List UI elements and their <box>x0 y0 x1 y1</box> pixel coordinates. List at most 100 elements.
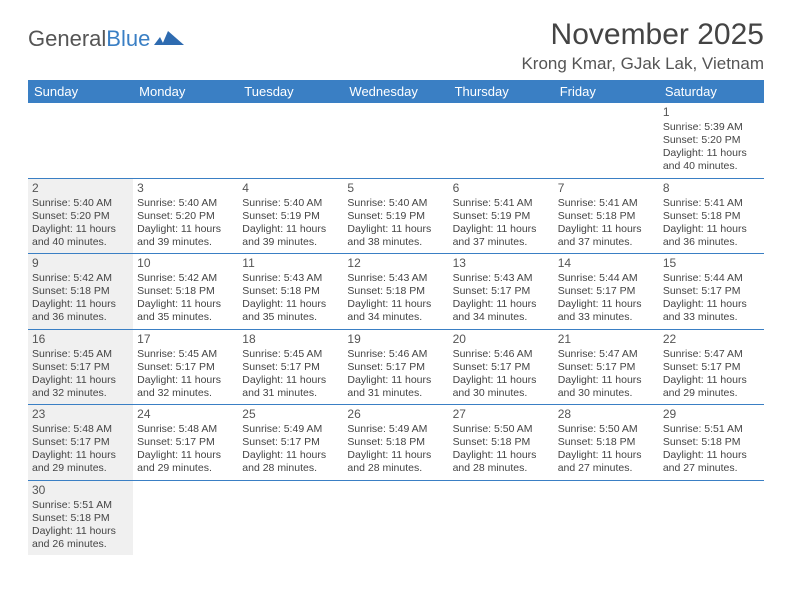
calendar-week: 23Sunrise: 5:48 AMSunset: 5:17 PMDayligh… <box>28 405 764 481</box>
sunrise-text: Sunrise: 5:49 AM <box>242 423 339 436</box>
day-header-cell: Thursday <box>449 80 554 103</box>
daylight-text: Daylight: 11 hours and 35 minutes. <box>242 298 339 324</box>
sunset-text: Sunset: 5:17 PM <box>242 436 339 449</box>
day-number: 19 <box>347 332 444 347</box>
day-header-row: Sunday Monday Tuesday Wednesday Thursday… <box>28 80 764 103</box>
brand-logo: GeneralBlue <box>28 18 184 52</box>
sunrise-text: Sunrise: 5:45 AM <box>32 348 129 361</box>
daylight-text: Daylight: 11 hours and 29 minutes. <box>137 449 234 475</box>
calendar-cell <box>238 481 343 556</box>
day-number: 27 <box>453 407 550 422</box>
calendar-cell: 10Sunrise: 5:42 AMSunset: 5:18 PMDayligh… <box>133 254 238 329</box>
day-number: 5 <box>347 181 444 196</box>
day-number: 20 <box>453 332 550 347</box>
sunrise-text: Sunrise: 5:42 AM <box>32 272 129 285</box>
daylight-text: Daylight: 11 hours and 36 minutes. <box>663 223 760 249</box>
daylight-text: Daylight: 11 hours and 28 minutes. <box>347 449 444 475</box>
day-number: 30 <box>32 483 129 498</box>
calendar-week: 30Sunrise: 5:51 AMSunset: 5:18 PMDayligh… <box>28 481 764 556</box>
day-number: 28 <box>558 407 655 422</box>
sunrise-text: Sunrise: 5:44 AM <box>558 272 655 285</box>
calendar-cell: 2Sunrise: 5:40 AMSunset: 5:20 PMDaylight… <box>28 179 133 254</box>
calendar-week: 2Sunrise: 5:40 AMSunset: 5:20 PMDaylight… <box>28 179 764 255</box>
daylight-text: Daylight: 11 hours and 32 minutes. <box>137 374 234 400</box>
flag-icon <box>154 29 184 47</box>
daylight-text: Daylight: 11 hours and 34 minutes. <box>453 298 550 324</box>
daylight-text: Daylight: 11 hours and 32 minutes. <box>32 374 129 400</box>
daylight-text: Daylight: 11 hours and 35 minutes. <box>137 298 234 324</box>
sunrise-text: Sunrise: 5:50 AM <box>558 423 655 436</box>
day-number: 29 <box>663 407 760 422</box>
calendar-cell: 23Sunrise: 5:48 AMSunset: 5:17 PMDayligh… <box>28 405 133 480</box>
daylight-text: Daylight: 11 hours and 28 minutes. <box>242 449 339 475</box>
day-number: 26 <box>347 407 444 422</box>
calendar-cell <box>343 103 448 178</box>
weeks-container: 1Sunrise: 5:39 AMSunset: 5:20 PMDaylight… <box>28 103 764 555</box>
day-number: 4 <box>242 181 339 196</box>
calendar-cell <box>554 103 659 178</box>
sunrise-text: Sunrise: 5:43 AM <box>242 272 339 285</box>
calendar-cell: 21Sunrise: 5:47 AMSunset: 5:17 PMDayligh… <box>554 330 659 405</box>
daylight-text: Daylight: 11 hours and 33 minutes. <box>558 298 655 324</box>
day-number: 3 <box>137 181 234 196</box>
sunset-text: Sunset: 5:18 PM <box>32 285 129 298</box>
calendar-cell: 25Sunrise: 5:49 AMSunset: 5:17 PMDayligh… <box>238 405 343 480</box>
sunset-text: Sunset: 5:17 PM <box>663 285 760 298</box>
calendar-cell <box>449 481 554 556</box>
day-number: 2 <box>32 181 129 196</box>
calendar-cell: 29Sunrise: 5:51 AMSunset: 5:18 PMDayligh… <box>659 405 764 480</box>
sunrise-text: Sunrise: 5:40 AM <box>242 197 339 210</box>
daylight-text: Daylight: 11 hours and 34 minutes. <box>347 298 444 324</box>
brand-part2: Blue <box>106 26 150 52</box>
title-block: November 2025 Krong Kmar, GJak Lak, Viet… <box>521 18 764 74</box>
calendar-cell <box>343 481 448 556</box>
calendar-cell: 7Sunrise: 5:41 AMSunset: 5:18 PMDaylight… <box>554 179 659 254</box>
daylight-text: Daylight: 11 hours and 26 minutes. <box>32 525 129 551</box>
day-number: 12 <box>347 256 444 271</box>
brand-part1: General <box>28 26 106 52</box>
sunset-text: Sunset: 5:17 PM <box>32 361 129 374</box>
sunrise-text: Sunrise: 5:51 AM <box>663 423 760 436</box>
day-number: 24 <box>137 407 234 422</box>
day-number: 7 <box>558 181 655 196</box>
sunset-text: Sunset: 5:17 PM <box>453 361 550 374</box>
sunrise-text: Sunrise: 5:43 AM <box>347 272 444 285</box>
daylight-text: Daylight: 11 hours and 40 minutes. <box>663 147 760 173</box>
daylight-text: Daylight: 11 hours and 27 minutes. <box>558 449 655 475</box>
calendar-cell: 12Sunrise: 5:43 AMSunset: 5:18 PMDayligh… <box>343 254 448 329</box>
sunrise-text: Sunrise: 5:41 AM <box>558 197 655 210</box>
sunrise-text: Sunrise: 5:40 AM <box>32 197 129 210</box>
calendar-cell: 28Sunrise: 5:50 AMSunset: 5:18 PMDayligh… <box>554 405 659 480</box>
calendar-cell: 13Sunrise: 5:43 AMSunset: 5:17 PMDayligh… <box>449 254 554 329</box>
calendar-cell: 17Sunrise: 5:45 AMSunset: 5:17 PMDayligh… <box>133 330 238 405</box>
calendar-cell: 1Sunrise: 5:39 AMSunset: 5:20 PMDaylight… <box>659 103 764 178</box>
sunrise-text: Sunrise: 5:47 AM <box>663 348 760 361</box>
sunset-text: Sunset: 5:17 PM <box>32 436 129 449</box>
sunset-text: Sunset: 5:18 PM <box>242 285 339 298</box>
sunrise-text: Sunrise: 5:44 AM <box>663 272 760 285</box>
calendar-cell: 5Sunrise: 5:40 AMSunset: 5:19 PMDaylight… <box>343 179 448 254</box>
calendar-cell: 16Sunrise: 5:45 AMSunset: 5:17 PMDayligh… <box>28 330 133 405</box>
sunset-text: Sunset: 5:19 PM <box>347 210 444 223</box>
calendar: Sunday Monday Tuesday Wednesday Thursday… <box>28 80 764 555</box>
sunrise-text: Sunrise: 5:51 AM <box>32 499 129 512</box>
calendar-cell: 22Sunrise: 5:47 AMSunset: 5:17 PMDayligh… <box>659 330 764 405</box>
day-number: 1 <box>663 105 760 120</box>
sunrise-text: Sunrise: 5:50 AM <box>453 423 550 436</box>
calendar-cell: 11Sunrise: 5:43 AMSunset: 5:18 PMDayligh… <box>238 254 343 329</box>
daylight-text: Daylight: 11 hours and 31 minutes. <box>347 374 444 400</box>
day-number: 22 <box>663 332 760 347</box>
calendar-cell: 26Sunrise: 5:49 AMSunset: 5:18 PMDayligh… <box>343 405 448 480</box>
day-header-cell: Monday <box>133 80 238 103</box>
day-number: 6 <box>453 181 550 196</box>
daylight-text: Daylight: 11 hours and 36 minutes. <box>32 298 129 324</box>
day-number: 14 <box>558 256 655 271</box>
calendar-cell: 18Sunrise: 5:45 AMSunset: 5:17 PMDayligh… <box>238 330 343 405</box>
sunrise-text: Sunrise: 5:40 AM <box>137 197 234 210</box>
calendar-cell: 6Sunrise: 5:41 AMSunset: 5:19 PMDaylight… <box>449 179 554 254</box>
location-text: Krong Kmar, GJak Lak, Vietnam <box>521 54 764 74</box>
day-number: 25 <box>242 407 339 422</box>
sunset-text: Sunset: 5:18 PM <box>137 285 234 298</box>
daylight-text: Daylight: 11 hours and 27 minutes. <box>663 449 760 475</box>
daylight-text: Daylight: 11 hours and 38 minutes. <box>347 223 444 249</box>
